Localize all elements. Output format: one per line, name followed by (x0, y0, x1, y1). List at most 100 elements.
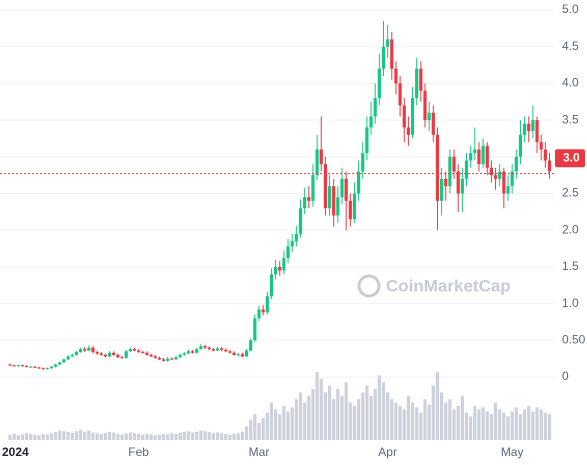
candle-body (207, 347, 211, 350)
volume-bar (215, 432, 220, 440)
volume-bar (423, 399, 427, 440)
volume-bar (66, 431, 70, 440)
candle-body (369, 116, 373, 128)
candle-body (307, 197, 311, 201)
candle-body (99, 353, 103, 355)
volume-bar (278, 414, 282, 440)
candle-body (232, 352, 236, 355)
volume-bar (25, 433, 29, 440)
price-badge (555, 149, 585, 168)
volume-bar (523, 409, 527, 440)
candle-body (137, 350, 141, 353)
candle-body (340, 178, 344, 198)
candle-body (344, 178, 348, 201)
volume-bar (361, 392, 365, 440)
candle-body (16, 365, 20, 367)
volume-bar (207, 431, 211, 440)
candle-body (174, 357, 178, 360)
candle-body (161, 359, 166, 361)
volume-bar (336, 389, 340, 440)
volume-bar (498, 409, 502, 440)
volume-bar (128, 432, 132, 440)
volume-bar (452, 409, 456, 440)
volume-bar (236, 433, 240, 440)
candle-body (539, 142, 543, 150)
candle-body (236, 354, 240, 356)
volume-bar (20, 434, 25, 440)
volume-bar (444, 402, 448, 440)
volume-bar (12, 433, 16, 440)
candle-body (220, 348, 224, 350)
volume-bar (319, 378, 323, 440)
candle-body (240, 354, 244, 357)
volume-bar (149, 434, 153, 440)
candle-body (170, 358, 174, 360)
volume-bar (203, 431, 207, 440)
volume-bar (348, 402, 352, 440)
candle-body (265, 296, 269, 313)
candle-body (29, 366, 33, 368)
volume-bar (352, 406, 357, 440)
candle-body (41, 368, 45, 370)
candle-body (33, 366, 37, 368)
candle-body (249, 340, 253, 351)
volume-bar (386, 392, 390, 440)
candle-body (373, 98, 377, 117)
volume-bar (228, 434, 232, 440)
volume-bar (116, 433, 120, 440)
candle-body (211, 349, 215, 351)
candle-body (489, 167, 493, 176)
y-tick-label: 2.0 (562, 222, 579, 236)
volume-bar (340, 395, 344, 440)
x-tick-label: Feb (128, 445, 149, 459)
volume-bar (510, 411, 514, 440)
candle-body (49, 366, 54, 369)
y-tick-label: 5.0 (562, 2, 579, 16)
candle-body (157, 357, 161, 360)
candle-body (377, 68, 381, 99)
candle-body (290, 241, 294, 247)
volume-bar (402, 409, 406, 440)
volume-bar (394, 402, 398, 440)
volume-bar (303, 402, 307, 440)
y-tick-label: 2.5 (562, 186, 579, 200)
volume-bar (166, 434, 170, 440)
candle-body (132, 349, 137, 351)
candle-body (381, 46, 386, 69)
volume-bar (145, 433, 149, 440)
volume-bar (37, 435, 41, 440)
volume-bar (269, 402, 274, 440)
candle-body (514, 156, 518, 172)
candle-body (62, 359, 66, 363)
candle-body (398, 83, 402, 106)
candle-body (336, 197, 340, 216)
volume-bar (298, 392, 303, 440)
candle-body (45, 368, 49, 370)
y-tick-label: 1.0 (562, 296, 579, 310)
candle-body (203, 346, 207, 348)
volume-bar (282, 406, 286, 440)
volume-bar (294, 399, 298, 440)
candle-body (228, 351, 232, 353)
candle-body (191, 351, 195, 353)
candle-body (120, 357, 124, 359)
candle-body (531, 120, 535, 132)
volume-bar (220, 433, 224, 440)
candle-body (352, 193, 357, 220)
volume-bar (543, 412, 547, 440)
candle-body (481, 145, 485, 165)
candle-body (493, 175, 498, 179)
candle-body (390, 39, 394, 69)
candle-body (261, 309, 265, 313)
candle-body (311, 175, 315, 201)
volume-bar (261, 418, 265, 440)
candle-body (444, 178, 448, 187)
candle-body (274, 266, 278, 275)
candle-body (464, 160, 469, 179)
volume-bar (91, 432, 95, 440)
candle-body (199, 346, 203, 350)
volume-bar (493, 402, 498, 440)
candle-body (278, 266, 282, 271)
volume-bar (191, 432, 195, 440)
candle-body (70, 354, 74, 357)
